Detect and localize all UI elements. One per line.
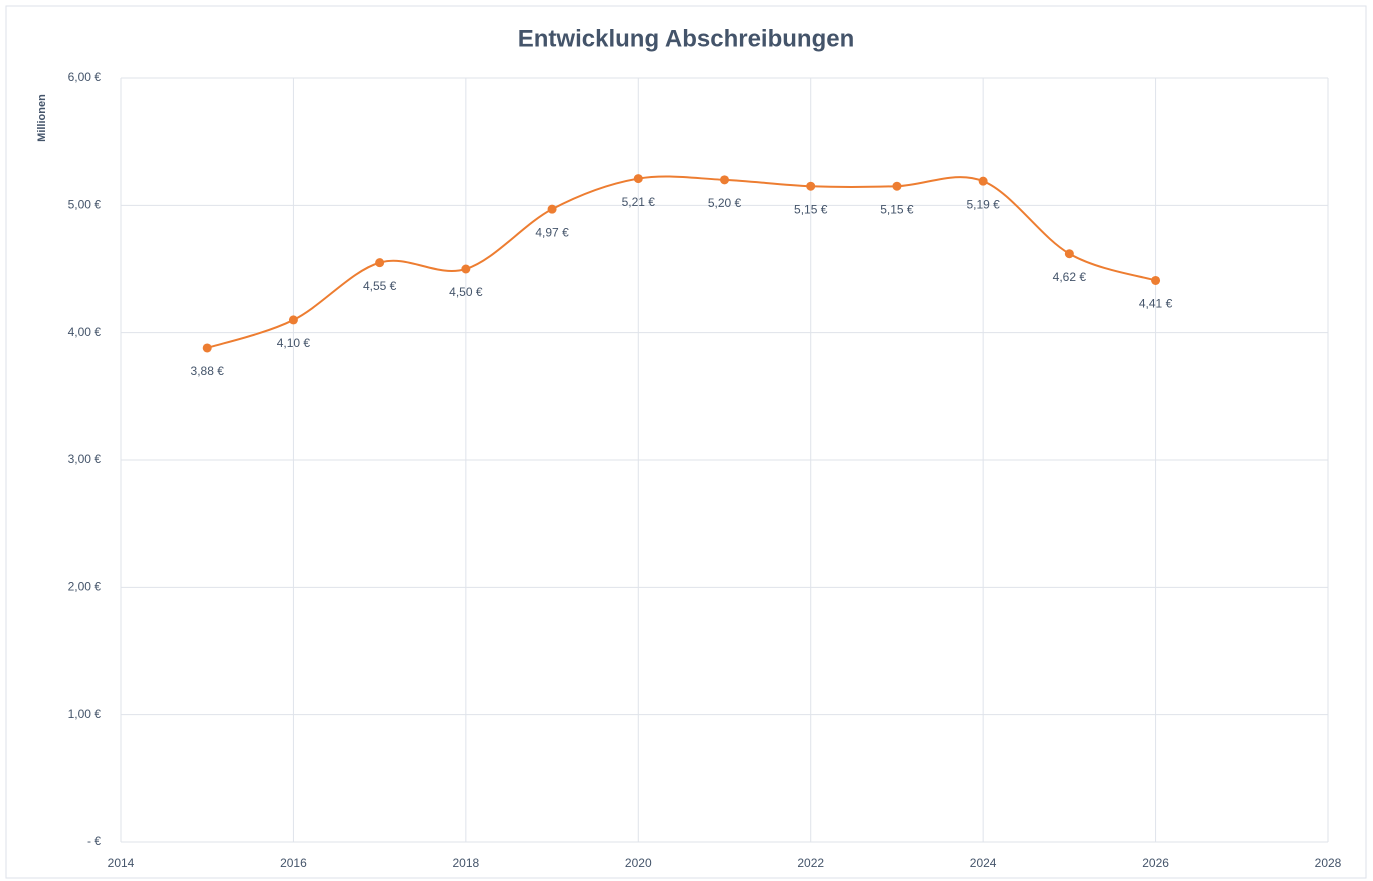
y-tick-label: 5,00 € — [68, 198, 102, 212]
x-tick-label: 2014 — [108, 856, 135, 870]
data-label: 5,19 € — [966, 197, 1000, 211]
chart-title: Entwicklung Abschreibungen — [518, 25, 854, 52]
data-label: 3,88 € — [191, 364, 225, 378]
data-point — [633, 174, 643, 184]
y-tick-label: 4,00 € — [68, 325, 102, 339]
data-label: 4,62 € — [1053, 270, 1087, 284]
x-tick-label: 2018 — [453, 856, 480, 870]
data-point — [288, 315, 298, 325]
y-tick-label: 1,00 € — [68, 707, 102, 721]
x-tick-label: 2024 — [970, 856, 997, 870]
data-label: 5,15 € — [880, 202, 914, 216]
x-tick-label: 2016 — [280, 856, 307, 870]
data-point — [978, 176, 988, 186]
y-tick-label: 2,00 € — [68, 580, 102, 594]
data-label: 4,41 € — [1139, 297, 1173, 311]
series-line — [206, 175, 1156, 349]
y-axis-label: Millionen — [36, 94, 48, 142]
data-point — [806, 181, 816, 191]
data-point — [547, 204, 557, 214]
data-label: 4,97 € — [535, 225, 569, 239]
data-label: 4,50 € — [449, 285, 483, 299]
data-point — [375, 258, 385, 268]
data-label: 5,20 € — [708, 196, 742, 210]
data-label: 4,10 € — [277, 336, 311, 350]
chart-frame — [5, 5, 1367, 879]
data-point — [1151, 275, 1161, 285]
data-point — [892, 181, 902, 191]
x-tick-label: 2028 — [1315, 856, 1342, 870]
x-tick-label: 2020 — [625, 856, 652, 870]
x-tick-label: 2022 — [797, 856, 824, 870]
y-tick-label: 6,00 € — [68, 70, 102, 84]
y-tick-label: - € — [87, 834, 101, 848]
x-tick-label: 2026 — [1142, 856, 1169, 870]
data-label: 5,15 € — [794, 202, 828, 216]
data-label: 4,55 € — [363, 279, 397, 293]
data-point — [461, 264, 471, 274]
data-point — [202, 343, 212, 353]
data-point — [720, 175, 729, 185]
data-point — [1064, 249, 1074, 259]
data-label: 5,21 € — [622, 195, 656, 209]
y-tick-label: 3,00 € — [68, 452, 102, 466]
